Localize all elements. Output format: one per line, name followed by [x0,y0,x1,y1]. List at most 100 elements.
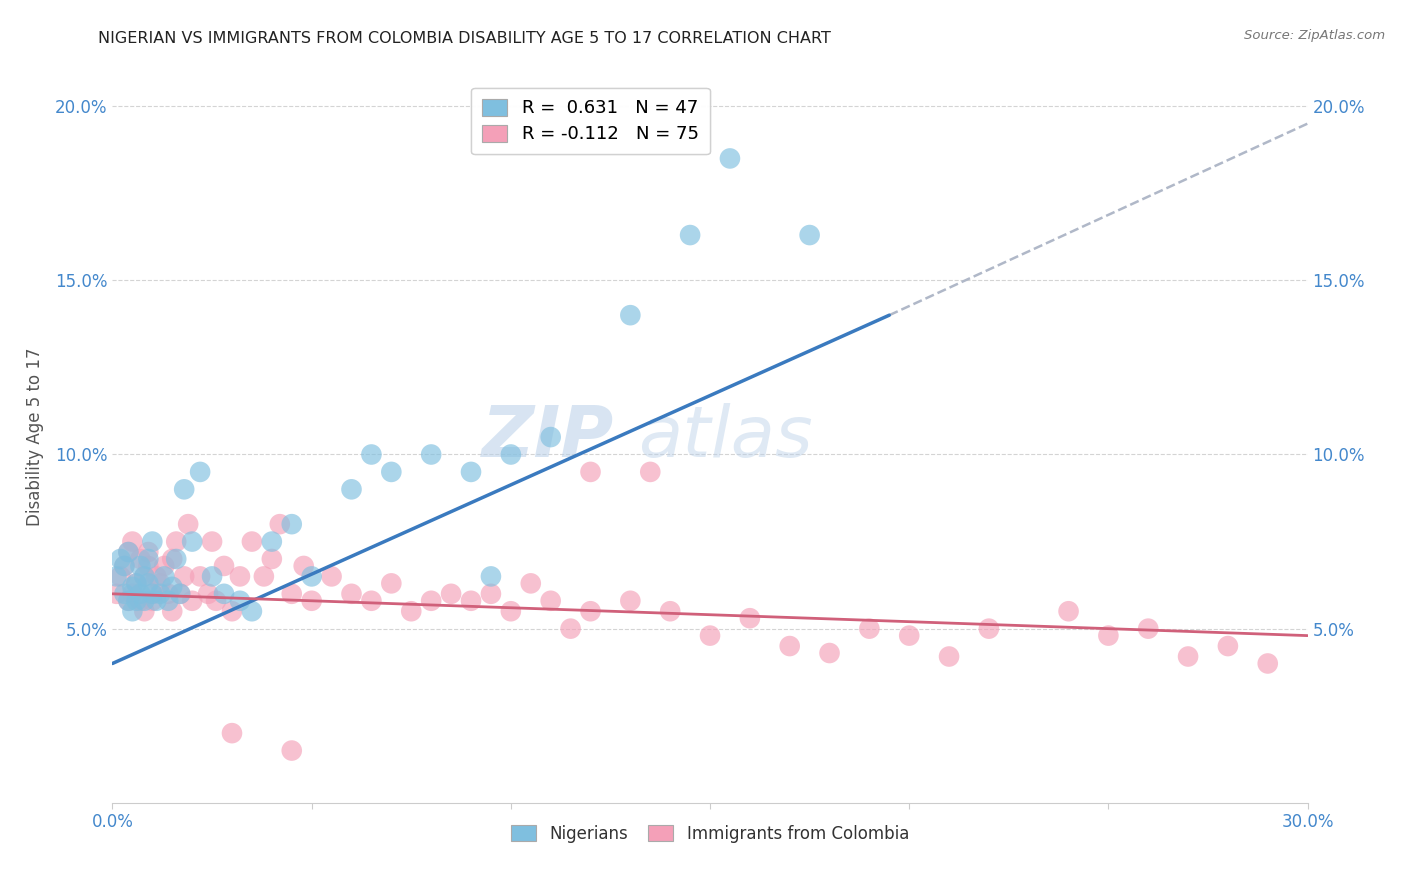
Point [281,517,304,532]
Point [540,594,562,608]
Text: ZIP: ZIP [482,402,614,472]
Point [157,587,180,601]
Point [169,587,191,601]
Point [117,594,139,608]
Point [129,594,152,608]
Point [380,465,402,479]
Point [269,517,291,532]
Point [134,569,156,583]
Point [619,308,641,322]
Point [181,534,204,549]
Point [221,604,243,618]
Point [301,569,323,583]
Point [134,594,156,608]
Point [401,604,423,618]
Point [240,604,263,618]
Point [659,604,682,618]
Point [360,448,382,462]
Point [134,569,156,583]
Point [520,576,543,591]
Point [718,152,741,166]
Point [157,594,180,608]
Point [129,552,152,566]
Point [121,580,143,594]
Point [153,558,176,573]
Point [699,629,721,643]
Point [360,594,382,608]
Point [560,622,582,636]
Point [121,604,143,618]
Point [679,228,702,243]
Point [114,558,135,573]
Point [499,604,522,618]
Point [579,465,602,479]
Point [779,639,801,653]
Point [173,483,195,497]
Point [977,622,1000,636]
Point [201,569,224,583]
Point [380,576,402,591]
Point [105,587,128,601]
Legend: Nigerians, Immigrants from Colombia: Nigerians, Immigrants from Colombia [505,818,915,849]
Point [1137,622,1160,636]
Point [162,580,183,594]
Point [141,587,163,601]
Point [420,594,443,608]
Point [110,569,132,583]
Point [149,576,172,591]
Point [818,646,841,660]
Point [188,569,211,583]
Point [1177,649,1199,664]
Text: atlas: atlas [638,402,813,472]
Point [938,649,960,664]
Point [1216,639,1239,653]
Point [221,726,243,740]
Text: Source: ZipAtlas.com: Source: ZipAtlas.com [1244,29,1385,42]
Point [105,569,128,583]
Point [499,448,522,462]
Point [738,611,761,625]
Point [117,545,139,559]
Point [321,569,343,583]
Point [125,576,148,591]
Point [129,587,152,601]
Point [188,465,211,479]
Point [125,576,148,591]
Point [169,587,191,601]
Point [440,587,463,601]
Point [162,552,183,566]
Point [858,622,880,636]
Point [301,594,323,608]
Point [240,534,263,549]
Point [177,517,200,532]
Point [253,569,276,583]
Point [114,558,135,573]
Point [340,483,363,497]
Point [340,587,363,601]
Point [619,594,641,608]
Point [145,594,167,608]
Point [110,552,132,566]
Point [149,587,172,601]
Point [138,545,160,559]
Point [141,587,163,601]
Point [898,629,921,643]
Point [281,743,304,757]
Point [212,558,235,573]
Point [281,587,304,601]
Point [212,587,235,601]
Point [460,465,482,479]
Point [260,552,283,566]
Point [479,569,502,583]
Point [540,430,562,444]
Point [292,558,315,573]
Point [640,465,662,479]
Point [460,594,482,608]
Point [197,587,219,601]
Point [138,576,160,591]
Point [165,552,187,566]
Point [201,534,224,549]
Text: NIGERIAN VS IMMIGRANTS FROM COLOMBIA DISABILITY AGE 5 TO 17 CORRELATION CHART: NIGERIAN VS IMMIGRANTS FROM COLOMBIA DIS… [98,31,831,46]
Point [420,448,443,462]
Point [205,594,228,608]
